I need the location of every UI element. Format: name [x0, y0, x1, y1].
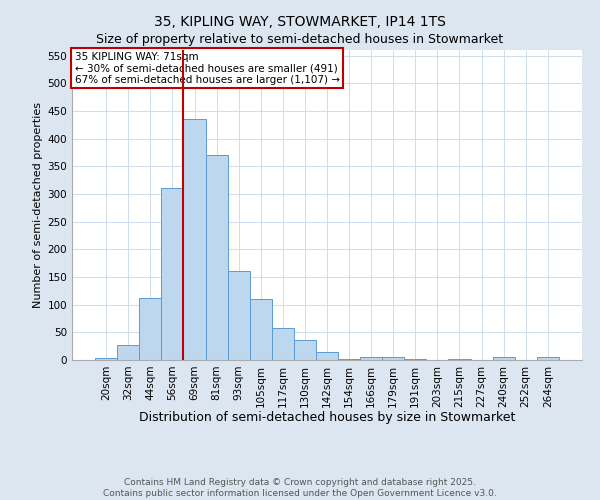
- X-axis label: Distribution of semi-detached houses by size in Stowmarket: Distribution of semi-detached houses by …: [139, 411, 515, 424]
- Bar: [272, 328, 294, 360]
- Bar: [537, 357, 559, 360]
- Bar: [227, 272, 250, 360]
- Bar: [206, 155, 227, 360]
- Bar: [250, 299, 272, 360]
- Bar: [294, 340, 316, 360]
- Bar: [117, 344, 139, 360]
- Bar: [95, 358, 117, 360]
- Text: Contains HM Land Registry data © Crown copyright and database right 2025.
Contai: Contains HM Land Registry data © Crown c…: [103, 478, 497, 498]
- Bar: [493, 357, 515, 360]
- Bar: [382, 357, 404, 360]
- Bar: [139, 298, 161, 360]
- Bar: [316, 352, 338, 360]
- Bar: [360, 357, 382, 360]
- Text: Size of property relative to semi-detached houses in Stowmarket: Size of property relative to semi-detach…: [97, 32, 503, 46]
- Bar: [161, 188, 184, 360]
- Text: 35 KIPLING WAY: 71sqm
← 30% of semi-detached houses are smaller (491)
67% of sem: 35 KIPLING WAY: 71sqm ← 30% of semi-deta…: [74, 52, 340, 84]
- Text: 35, KIPLING WAY, STOWMARKET, IP14 1TS: 35, KIPLING WAY, STOWMARKET, IP14 1TS: [154, 15, 446, 29]
- Y-axis label: Number of semi-detached properties: Number of semi-detached properties: [33, 102, 43, 308]
- Bar: [184, 119, 206, 360]
